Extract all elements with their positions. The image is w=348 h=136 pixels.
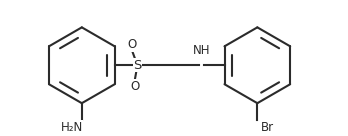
Text: NH: NH bbox=[193, 44, 211, 57]
Text: S: S bbox=[133, 59, 142, 72]
Text: O: O bbox=[130, 80, 139, 93]
Text: O: O bbox=[127, 38, 136, 51]
Text: Br: Br bbox=[261, 121, 274, 134]
Text: H₂N: H₂N bbox=[61, 121, 83, 134]
